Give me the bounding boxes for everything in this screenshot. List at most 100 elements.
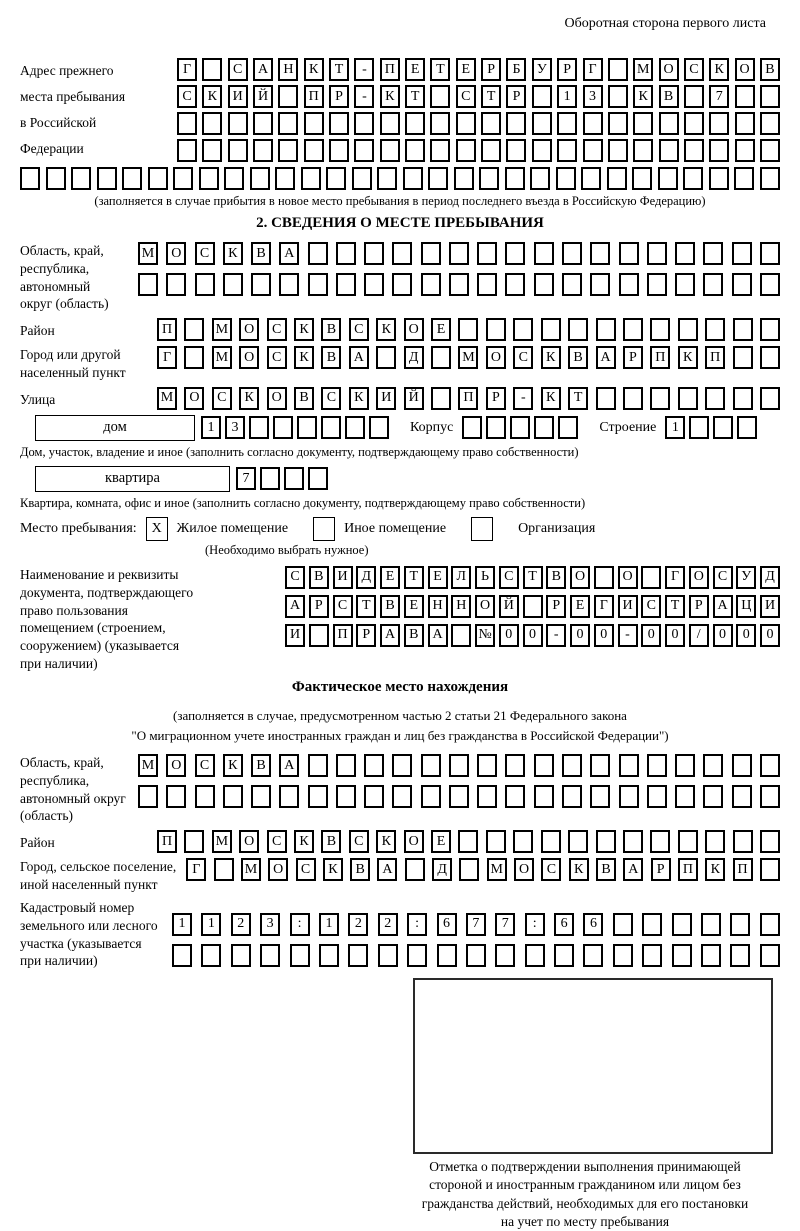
char-cell[interactable] [734, 85, 755, 108]
char-cell[interactable]: К [705, 858, 726, 882]
char-cell[interactable]: М [240, 858, 261, 882]
char-cell[interactable] [612, 943, 633, 967]
char-cell[interactable]: С [194, 754, 215, 778]
char-cell[interactable]: К [376, 318, 397, 342]
char-cell[interactable] [504, 167, 525, 190]
char-cell[interactable] [677, 830, 698, 854]
char-cell[interactable]: Б [506, 58, 527, 81]
char-cell[interactable] [531, 139, 552, 162]
char-cell[interactable]: 7 [236, 467, 256, 491]
char-cell[interactable] [477, 785, 498, 809]
char-cell[interactable] [138, 273, 158, 296]
char-cell[interactable] [420, 785, 441, 809]
char-cell[interactable]: - [354, 58, 375, 81]
char-cell[interactable] [335, 273, 356, 296]
char-cell[interactable]: П [379, 58, 400, 81]
char-cell[interactable] [641, 565, 662, 589]
char-cell[interactable] [759, 318, 780, 342]
char-cell[interactable] [122, 167, 143, 190]
char-cell[interactable] [561, 754, 582, 778]
char-cell[interactable]: П [458, 386, 479, 410]
char-cell[interactable]: - [354, 85, 375, 108]
char-cell[interactable]: О [570, 565, 590, 589]
char-cell[interactable] [194, 785, 215, 809]
char-cell[interactable] [184, 346, 205, 370]
char-cell[interactable] [279, 273, 300, 296]
char-cell[interactable] [590, 242, 611, 265]
char-cell[interactable] [595, 386, 616, 410]
char-cell[interactable] [506, 112, 527, 135]
char-cell[interactable]: К [294, 318, 315, 342]
char-cell[interactable] [734, 112, 755, 135]
char-cell[interactable] [622, 386, 643, 410]
char-cell[interactable]: 0 [641, 623, 662, 647]
char-cell[interactable] [307, 242, 328, 265]
char-cell[interactable]: О [617, 565, 638, 589]
char-cell[interactable]: С [321, 386, 342, 410]
char-cell[interactable] [451, 623, 472, 647]
char-cell[interactable] [658, 112, 679, 135]
char-cell[interactable]: Д [356, 565, 377, 589]
char-cell[interactable]: К [294, 346, 315, 370]
char-cell[interactable] [554, 943, 575, 967]
char-cell[interactable]: 1 [318, 912, 339, 936]
char-cell[interactable] [278, 85, 299, 108]
char-cell[interactable] [260, 943, 281, 967]
char-cell[interactable] [558, 416, 579, 440]
char-cell[interactable]: С [348, 830, 369, 854]
char-cell[interactable]: О [166, 754, 187, 778]
char-cell[interactable] [308, 623, 329, 647]
char-cell[interactable] [166, 785, 187, 809]
char-cell[interactable] [677, 386, 698, 410]
char-cell[interactable] [392, 242, 413, 265]
char-cell[interactable] [428, 167, 449, 190]
char-cell[interactable]: Е [431, 318, 452, 342]
char-cell[interactable]: Т [568, 386, 589, 410]
char-cell[interactable] [485, 318, 506, 342]
char-cell[interactable] [138, 785, 158, 809]
char-cell[interactable]: Й [253, 85, 274, 108]
char-cell[interactable] [632, 167, 653, 190]
char-cell[interactable] [561, 785, 582, 809]
char-cell[interactable] [590, 273, 611, 296]
char-cell[interactable] [701, 943, 722, 967]
char-cell[interactable] [430, 85, 451, 108]
char-cell[interactable] [759, 386, 780, 410]
char-cell[interactable]: П [705, 346, 726, 370]
char-cell[interactable] [531, 112, 552, 135]
char-cell[interactable]: Е [431, 830, 452, 854]
char-cell[interactable] [481, 139, 502, 162]
char-cell[interactable] [495, 943, 516, 967]
char-cell[interactable]: В [350, 858, 371, 882]
char-cell[interactable]: О [184, 386, 205, 410]
char-cell[interactable]: 0 [522, 623, 543, 647]
char-cell[interactable] [230, 943, 251, 967]
char-cell[interactable]: Р [622, 346, 643, 370]
char-cell[interactable] [173, 167, 194, 190]
char-cell[interactable]: - [513, 386, 534, 410]
char-cell[interactable] [759, 167, 780, 190]
char-cell[interactable] [646, 754, 667, 778]
char-cell[interactable]: К [540, 346, 561, 370]
char-cell[interactable]: У [531, 58, 552, 81]
char-cell[interactable]: О [266, 386, 287, 410]
char-cell[interactable] [657, 167, 678, 190]
char-cell[interactable] [737, 416, 758, 440]
char-cell[interactable] [278, 139, 299, 162]
char-cell[interactable]: Р [506, 85, 527, 108]
char-cell[interactable]: М [486, 858, 507, 882]
char-cell[interactable] [646, 242, 667, 265]
char-cell[interactable] [351, 167, 372, 190]
char-cell[interactable]: А [279, 242, 300, 265]
char-cell[interactable] [486, 416, 507, 440]
char-cell[interactable] [321, 416, 341, 440]
char-cell[interactable]: 1 [665, 416, 686, 440]
char-cell[interactable] [303, 112, 324, 135]
char-cell[interactable]: К [222, 242, 243, 265]
char-cell[interactable] [671, 943, 692, 967]
char-cell[interactable]: Г [157, 346, 177, 370]
char-cell[interactable] [348, 943, 369, 967]
char-cell[interactable] [194, 273, 215, 296]
char-cell[interactable]: 7 [495, 912, 516, 936]
char-cell[interactable]: С [177, 85, 197, 108]
